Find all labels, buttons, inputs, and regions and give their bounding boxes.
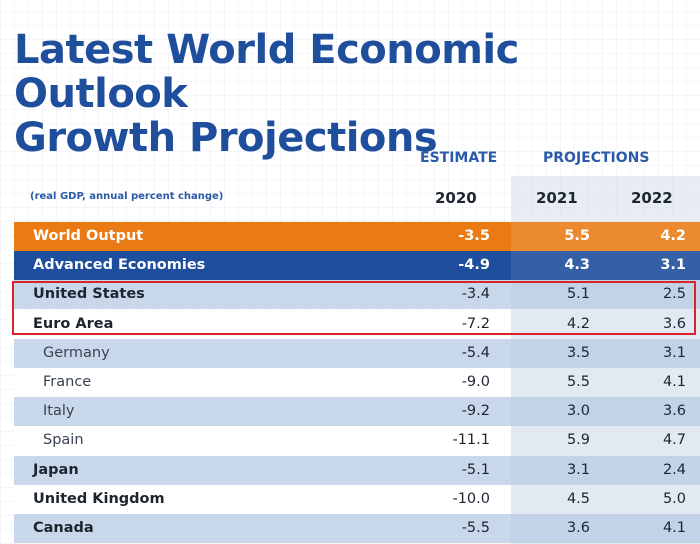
- table-row: Japan -5.1 3.1 2.4: [14, 455, 700, 485]
- value-2022: 3.6: [662, 315, 686, 332]
- value-2021: 5.5: [564, 228, 590, 244]
- projection-cell-shade: [511, 426, 700, 456]
- value-2020: -7.2: [461, 315, 490, 332]
- estimate-header: ESTIMATE: [420, 150, 498, 166]
- value-2022: 5.0: [662, 490, 686, 507]
- row-label: Japan: [33, 461, 79, 478]
- table-subtitle: (real GDP, annual percent change): [30, 191, 224, 202]
- row-label: Italy: [43, 403, 75, 420]
- value-2022: 2.4: [662, 461, 686, 478]
- table-row: Italy -9.2 3.0 3.6: [14, 397, 700, 427]
- highlight-box: [12, 281, 696, 335]
- value-2022: 3.1: [660, 257, 686, 274]
- table-row: Canada -5.5 3.6 4.1: [14, 514, 700, 543]
- row-label: France: [43, 374, 92, 390]
- row-label: Canada: [33, 520, 94, 536]
- value-2022: 4.1: [662, 520, 686, 536]
- title-line-2: Growth Projections: [14, 115, 438, 161]
- projection-cell-shade: [511, 338, 700, 368]
- projection-cell-shade: [511, 280, 700, 310]
- value-2020: -9.0: [461, 374, 490, 390]
- value-2020: -5.4: [461, 344, 490, 361]
- table-row: United States -3.4 5.1 2.5: [14, 280, 700, 310]
- projection-cell-shade: [511, 455, 700, 485]
- value-2021: 5.9: [566, 432, 590, 449]
- row-label: Euro Area: [33, 315, 114, 332]
- row-label: Spain: [43, 432, 84, 449]
- year-2022-header: 2022: [631, 189, 673, 207]
- value-2021: 3.1: [566, 461, 590, 478]
- value-2022: 3.1: [662, 344, 686, 361]
- row-label: World Output: [33, 228, 144, 244]
- row-label: United Kingdom: [33, 490, 165, 507]
- projection-cell-shade: [511, 484, 700, 514]
- value-2022: 4.1: [662, 374, 686, 390]
- year-2020-header: 2020: [435, 189, 477, 207]
- table-row: France -9.0 5.5 4.1: [14, 368, 700, 397]
- title-line-1: Latest World Economic Outlook: [14, 27, 519, 117]
- value-2021: 3.5: [566, 344, 590, 361]
- projection-cell-shade: [511, 222, 700, 251]
- value-2020: -10.0: [452, 490, 490, 507]
- year-2021-header: 2021: [536, 189, 578, 207]
- projection-cell-shade: [511, 514, 700, 543]
- value-2021: 5.1: [566, 286, 590, 303]
- value-2020: -3.4: [461, 286, 490, 303]
- projection-cell-shade: [511, 397, 700, 427]
- value-2021: 3.6: [566, 520, 590, 536]
- row-label: Advanced Economies: [33, 257, 206, 274]
- table-row: World Output -3.5 5.5 4.2: [14, 222, 700, 251]
- value-2021: 4.5: [566, 490, 590, 507]
- value-2021: 4.3: [564, 257, 590, 274]
- value-2020: -11.1: [452, 432, 490, 449]
- value-2020: -5.1: [461, 461, 490, 478]
- table-row: United Kingdom -10.0 4.5 5.0: [14, 484, 700, 514]
- value-2021: 3.0: [566, 403, 590, 420]
- value-2022: 4.7: [662, 432, 686, 449]
- value-2020: -4.9: [458, 257, 490, 274]
- value-2020: -9.2: [461, 403, 490, 420]
- value-2020: -5.5: [461, 520, 490, 536]
- value-2020: -3.5: [458, 228, 490, 244]
- table-row: Germany -5.4 3.5 3.1: [14, 338, 700, 368]
- projection-cell-shade: [511, 368, 700, 397]
- projection-cell-shade: [511, 251, 700, 281]
- row-label: United States: [33, 286, 145, 303]
- table-row: Advanced Economies -4.9 4.3 3.1: [14, 251, 700, 281]
- row-label: Germany: [43, 344, 110, 361]
- projections-header: PROJECTIONS: [543, 150, 650, 166]
- value-2022: 3.6: [662, 403, 686, 420]
- value-2021: 5.5: [566, 374, 590, 390]
- page-title: Latest World Economic Outlook Growth Pro…: [14, 28, 700, 160]
- value-2022: 2.5: [662, 286, 686, 303]
- value-2021: 4.2: [566, 315, 590, 332]
- table-row: Spain -11.1 5.9 4.7: [14, 426, 700, 456]
- value-2022: 4.2: [660, 228, 686, 244]
